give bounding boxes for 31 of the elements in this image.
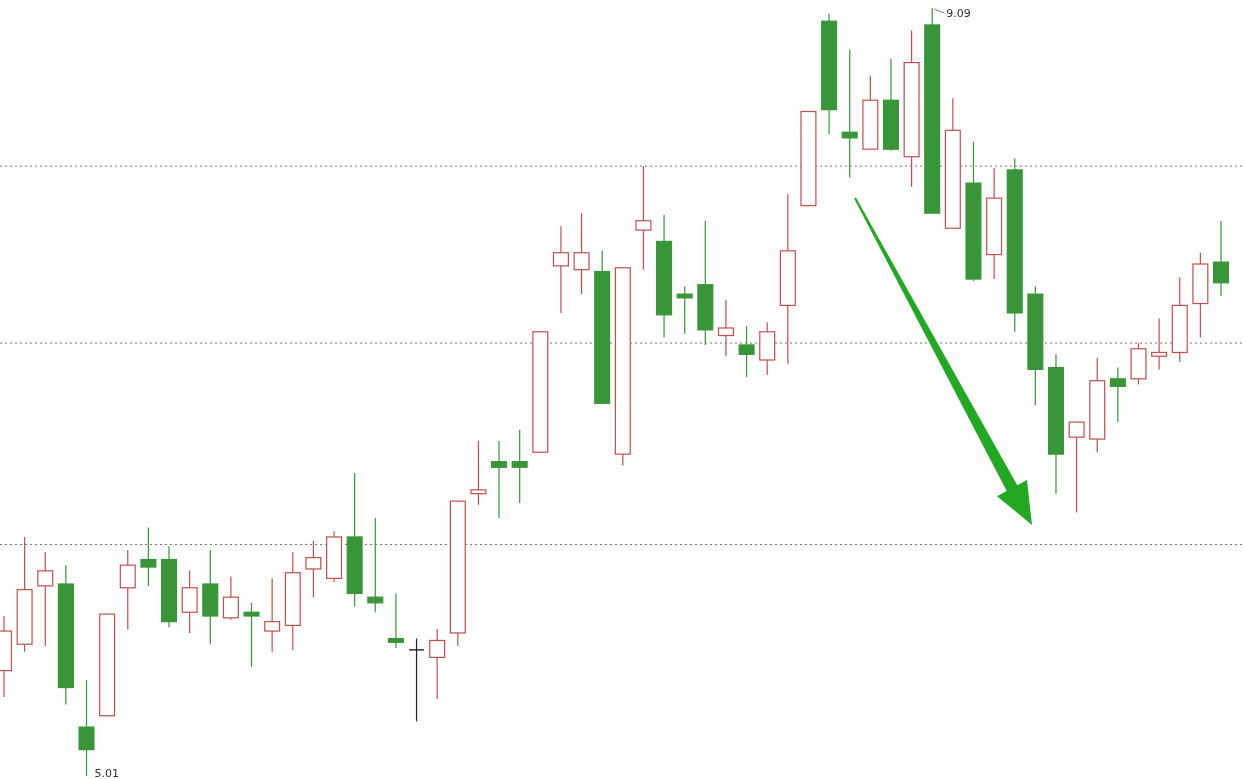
- annotation: 9.09: [946, 7, 971, 20]
- candlestick: [1047, 353, 1065, 495]
- candlestick: [222, 575, 239, 621]
- candlestick: [202, 549, 219, 645]
- candlestick: [986, 167, 1003, 280]
- candlestick: [78, 679, 95, 777]
- candlestick: [491, 440, 508, 519]
- candlestick: [264, 577, 281, 653]
- candlestick: [635, 165, 652, 271]
- candlestick: [717, 299, 734, 357]
- candlestick: [326, 530, 343, 583]
- annotation: 5.01: [94, 767, 120, 779]
- candlestick: [1151, 317, 1168, 371]
- candlestick: [140, 526, 157, 587]
- candlestick: [1212, 220, 1230, 297]
- candlestick: [160, 545, 178, 628]
- candlestick: [573, 212, 590, 295]
- candlestick: [903, 29, 920, 188]
- candlestick: [882, 58, 899, 152]
- candlestick: [738, 325, 755, 378]
- candlestick: [779, 193, 796, 365]
- candlestick: [387, 592, 404, 649]
- candlestick: [841, 48, 858, 179]
- candlestick: [1109, 366, 1126, 423]
- candlestick: [552, 225, 569, 314]
- candlestick: [37, 551, 54, 647]
- candlestick: [284, 551, 301, 651]
- candlestick: [57, 564, 74, 706]
- candlestick: [656, 214, 673, 339]
- candlestick: [511, 429, 528, 504]
- candlestick: [821, 13, 838, 135]
